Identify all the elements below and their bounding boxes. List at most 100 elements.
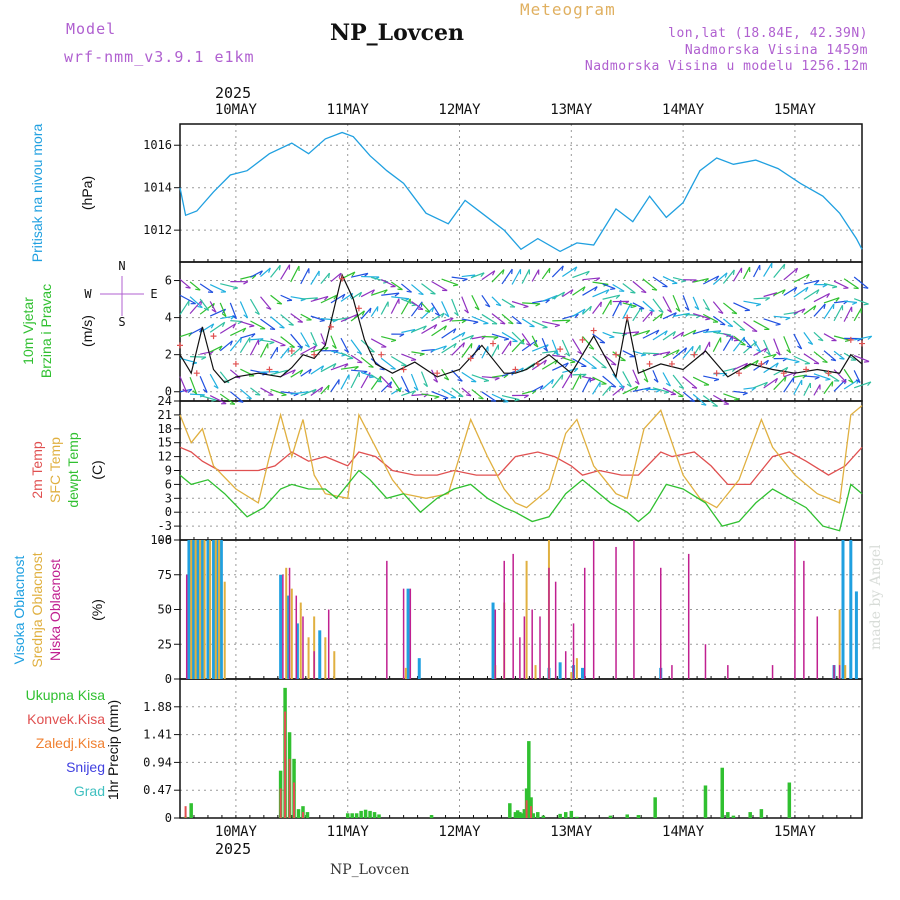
wind-arrow xyxy=(853,370,861,383)
wind-arrow xyxy=(481,335,499,338)
wind-arrow xyxy=(461,343,473,358)
pressure-line xyxy=(179,131,863,253)
wind-gust-marker xyxy=(534,360,541,367)
wind-arrow xyxy=(652,387,669,393)
wind-arrow xyxy=(290,391,309,395)
wind-arrow xyxy=(491,296,502,307)
cloud-bar xyxy=(592,540,595,679)
wind-arrow xyxy=(531,385,544,393)
cloud-ylabel: Visoka Oblacnost Srednja Oblacnost Niska O… xyxy=(11,552,63,667)
cloud-bar xyxy=(633,540,635,679)
wind-arrow xyxy=(310,365,324,375)
wind-arrow-head xyxy=(645,330,651,335)
wind-arrow xyxy=(602,283,616,290)
wind-arrow-head xyxy=(371,289,375,295)
wind-arrow-head xyxy=(746,345,752,349)
wind-arrow-head xyxy=(441,312,445,318)
wind-arrow-head xyxy=(268,267,271,273)
y-tick-label: 1.41 xyxy=(143,728,172,742)
wind-arrow-head xyxy=(775,362,779,368)
wind-arrow xyxy=(552,362,569,371)
wind-arrow xyxy=(592,281,609,285)
cloud-bar xyxy=(704,644,707,679)
wind-arrow xyxy=(672,312,690,317)
wind-arrow-head xyxy=(651,288,657,291)
wind-arrow xyxy=(652,312,663,322)
wind-arrow-head xyxy=(784,376,787,382)
date-label-bottom: 12MAY xyxy=(438,824,481,840)
wind-arrow xyxy=(461,296,469,314)
wind-arrow xyxy=(451,387,464,398)
date-label-top: 12MAY xyxy=(438,102,481,118)
model-label: Model xyxy=(66,20,117,38)
wind-arrow-head xyxy=(701,403,707,406)
wind-gust-marker xyxy=(467,355,474,362)
wind-arrow-head xyxy=(519,342,525,345)
wind-arrow xyxy=(330,335,337,349)
wind-arrow xyxy=(280,336,295,348)
wind-arrow-head xyxy=(406,290,412,293)
wind-arrow-head xyxy=(473,321,479,325)
wind-arrow xyxy=(733,320,746,331)
wind-arrow-head xyxy=(333,294,338,300)
wind-arrow xyxy=(431,391,449,399)
wind-arrow xyxy=(501,395,520,401)
wind-gust-marker xyxy=(825,370,832,377)
wind-arrow xyxy=(702,313,719,323)
cloud-bar xyxy=(660,567,662,679)
wind-arrow xyxy=(713,331,732,336)
precip-ylabel: 1hr Precip (mm) xyxy=(105,700,121,800)
wind-arrow xyxy=(803,279,820,285)
wind-arrow-head xyxy=(503,374,509,379)
wind-arrow xyxy=(270,388,287,396)
wind-arrow xyxy=(753,264,761,278)
wind-arrow xyxy=(702,299,711,311)
wind-arrow xyxy=(189,376,198,395)
wind-arrow-head xyxy=(539,385,544,391)
wind-arrow xyxy=(310,270,320,285)
wind-arrow-head xyxy=(570,289,574,295)
location-info: lon,lat (18.84E, 42.39N) xyxy=(668,26,868,41)
date-label-bottom: 15MAY xyxy=(774,824,817,840)
wind-arrow xyxy=(763,262,773,277)
wind-gust-marker xyxy=(355,305,362,312)
wind-arrow xyxy=(703,375,720,380)
wind-arrow xyxy=(551,265,564,278)
precip-legend-item: Ukupna Kisa xyxy=(26,687,106,703)
wind-arrow-head xyxy=(548,268,551,274)
cloud-bar xyxy=(554,581,557,679)
precip-bar xyxy=(541,815,546,818)
wind-arrow xyxy=(250,369,268,375)
wind-arrow-head xyxy=(289,346,295,348)
cloud-bar xyxy=(615,546,617,679)
cloud-ylabel-line: Visoka Oblacnost xyxy=(11,556,27,665)
wind-arrow-head xyxy=(182,388,188,393)
wind-arrow-head xyxy=(610,385,616,388)
wind-arrow xyxy=(521,333,532,347)
wind-arrow xyxy=(199,394,217,401)
cloud-bar xyxy=(194,540,197,679)
wind-arrow xyxy=(682,345,694,359)
wind-arrow-head xyxy=(191,362,197,365)
wind-arrow xyxy=(632,302,645,310)
precip-bar xyxy=(508,803,512,818)
wind-arrow xyxy=(793,308,806,315)
wind-arrow xyxy=(280,314,294,326)
precip-bar xyxy=(429,815,434,818)
precip-bar xyxy=(279,788,282,818)
wind-arrow-head xyxy=(462,342,465,348)
wind-arrow-head xyxy=(582,286,586,292)
precip-legend-item: Snijeg xyxy=(66,759,105,775)
date-label-bottom: 14MAY xyxy=(662,824,705,840)
wind-arrow xyxy=(441,328,457,339)
wind-arrow xyxy=(431,302,441,316)
wind-arrow xyxy=(451,342,465,356)
wind-arrow xyxy=(682,391,696,402)
wind-arrow xyxy=(501,268,513,285)
wind-arrow xyxy=(431,312,445,322)
year-label-top: 2025 xyxy=(215,84,252,102)
meteogram-label: Meteogram xyxy=(520,0,616,19)
wind-arrow xyxy=(562,367,579,374)
wind-arrow xyxy=(722,318,734,328)
wind-arrow-head xyxy=(434,396,440,400)
